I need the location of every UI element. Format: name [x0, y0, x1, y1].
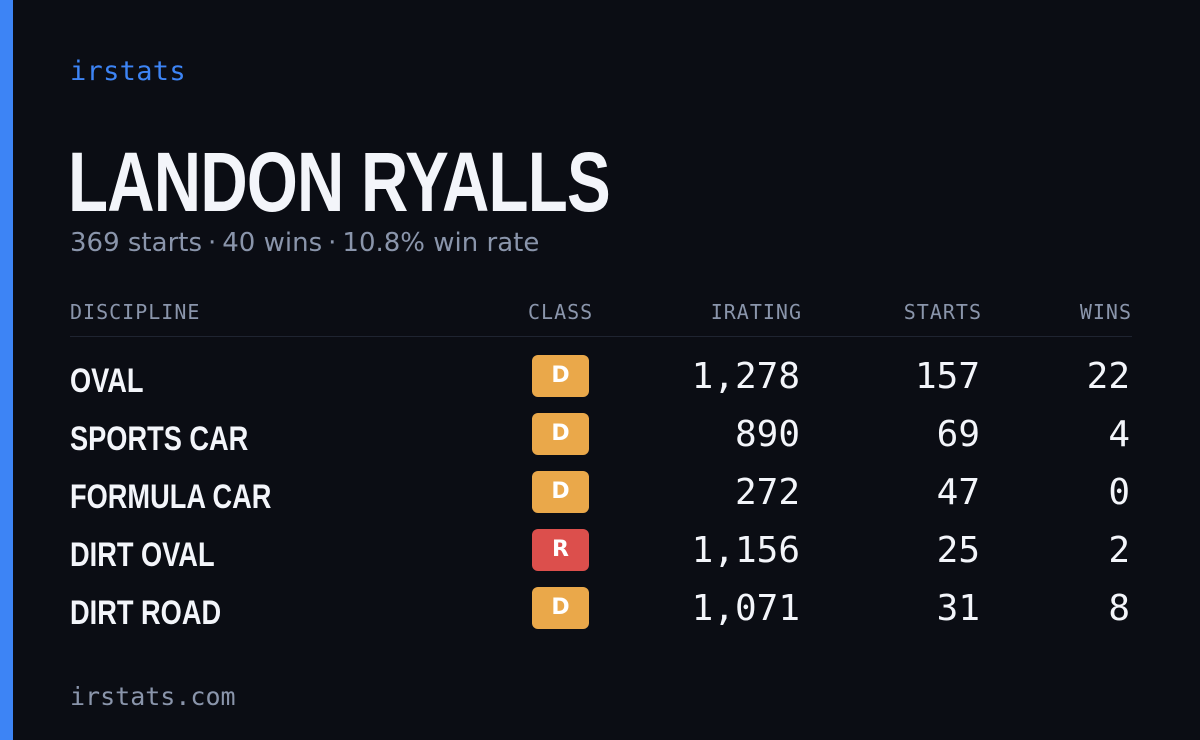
discipline-name: FORMULA CAR: [70, 478, 272, 516]
starts-value: 69: [936, 414, 980, 455]
discipline-name: DIRT OVAL: [70, 536, 215, 574]
header-starts: STARTS: [903, 300, 982, 324]
wins-value: 8: [1108, 588, 1130, 629]
table-row: OVAL D 1,278 157 22: [70, 351, 1132, 409]
table-header: DISCIPLINE CLASS IRATING STARTS WINS: [70, 298, 1132, 337]
separator: ·: [328, 228, 337, 258]
starts-value: 25: [936, 530, 980, 571]
irating-value: 1,156: [691, 530, 800, 571]
discipline-table: DISCIPLINE CLASS IRATING STARTS WINS OVA…: [70, 298, 1132, 641]
table-row: FORMULA CAR D 272 47 0: [70, 467, 1132, 525]
wins-value: 4: [1108, 414, 1130, 455]
wins-value: 0: [1108, 472, 1130, 513]
table-row: DIRT OVAL R 1,156 25 2: [70, 525, 1132, 583]
footer-url: irstats.com: [70, 682, 236, 711]
table-body: OVAL D 1,278 157 22 SPORTS CAR D 890 69 …: [70, 351, 1132, 641]
starts-summary: 369 starts: [70, 228, 202, 258]
win-rate-summary: 10.8% win rate: [342, 228, 540, 258]
wins-summary: 40 wins: [222, 228, 323, 258]
wins-value: 2: [1108, 530, 1130, 571]
starts-value: 157: [914, 356, 980, 397]
discipline-name: DIRT ROAD: [70, 594, 222, 632]
table-row: DIRT ROAD D 1,071 31 8: [70, 583, 1132, 641]
separator: ·: [208, 228, 217, 258]
driver-summary: 369 starts · 40 wins · 10.8% win rate: [70, 228, 539, 258]
class-badge: D: [532, 355, 589, 397]
irating-value: 890: [734, 414, 800, 455]
irating-value: 272: [734, 472, 800, 513]
discipline-name: OVAL: [70, 362, 144, 400]
class-badge: D: [532, 413, 589, 455]
header-irating: IRATING: [710, 300, 802, 324]
brand-logo: irstats: [70, 56, 186, 87]
driver-name: LANDON RYALLS: [68, 135, 611, 229]
accent-bar: [0, 0, 13, 740]
header-wins: WINS: [1079, 300, 1132, 324]
wins-value: 22: [1086, 356, 1130, 397]
class-badge: D: [532, 587, 589, 629]
header-class: CLASS: [528, 300, 594, 324]
starts-value: 47: [936, 472, 980, 513]
starts-value: 31: [936, 588, 980, 629]
irating-value: 1,071: [691, 588, 800, 629]
class-badge: D: [532, 471, 589, 513]
header-discipline: DISCIPLINE: [70, 300, 201, 324]
class-badge: R: [532, 529, 589, 571]
table-row: SPORTS CAR D 890 69 4: [70, 409, 1132, 467]
irating-value: 1,278: [691, 356, 800, 397]
discipline-name: SPORTS CAR: [70, 420, 249, 458]
